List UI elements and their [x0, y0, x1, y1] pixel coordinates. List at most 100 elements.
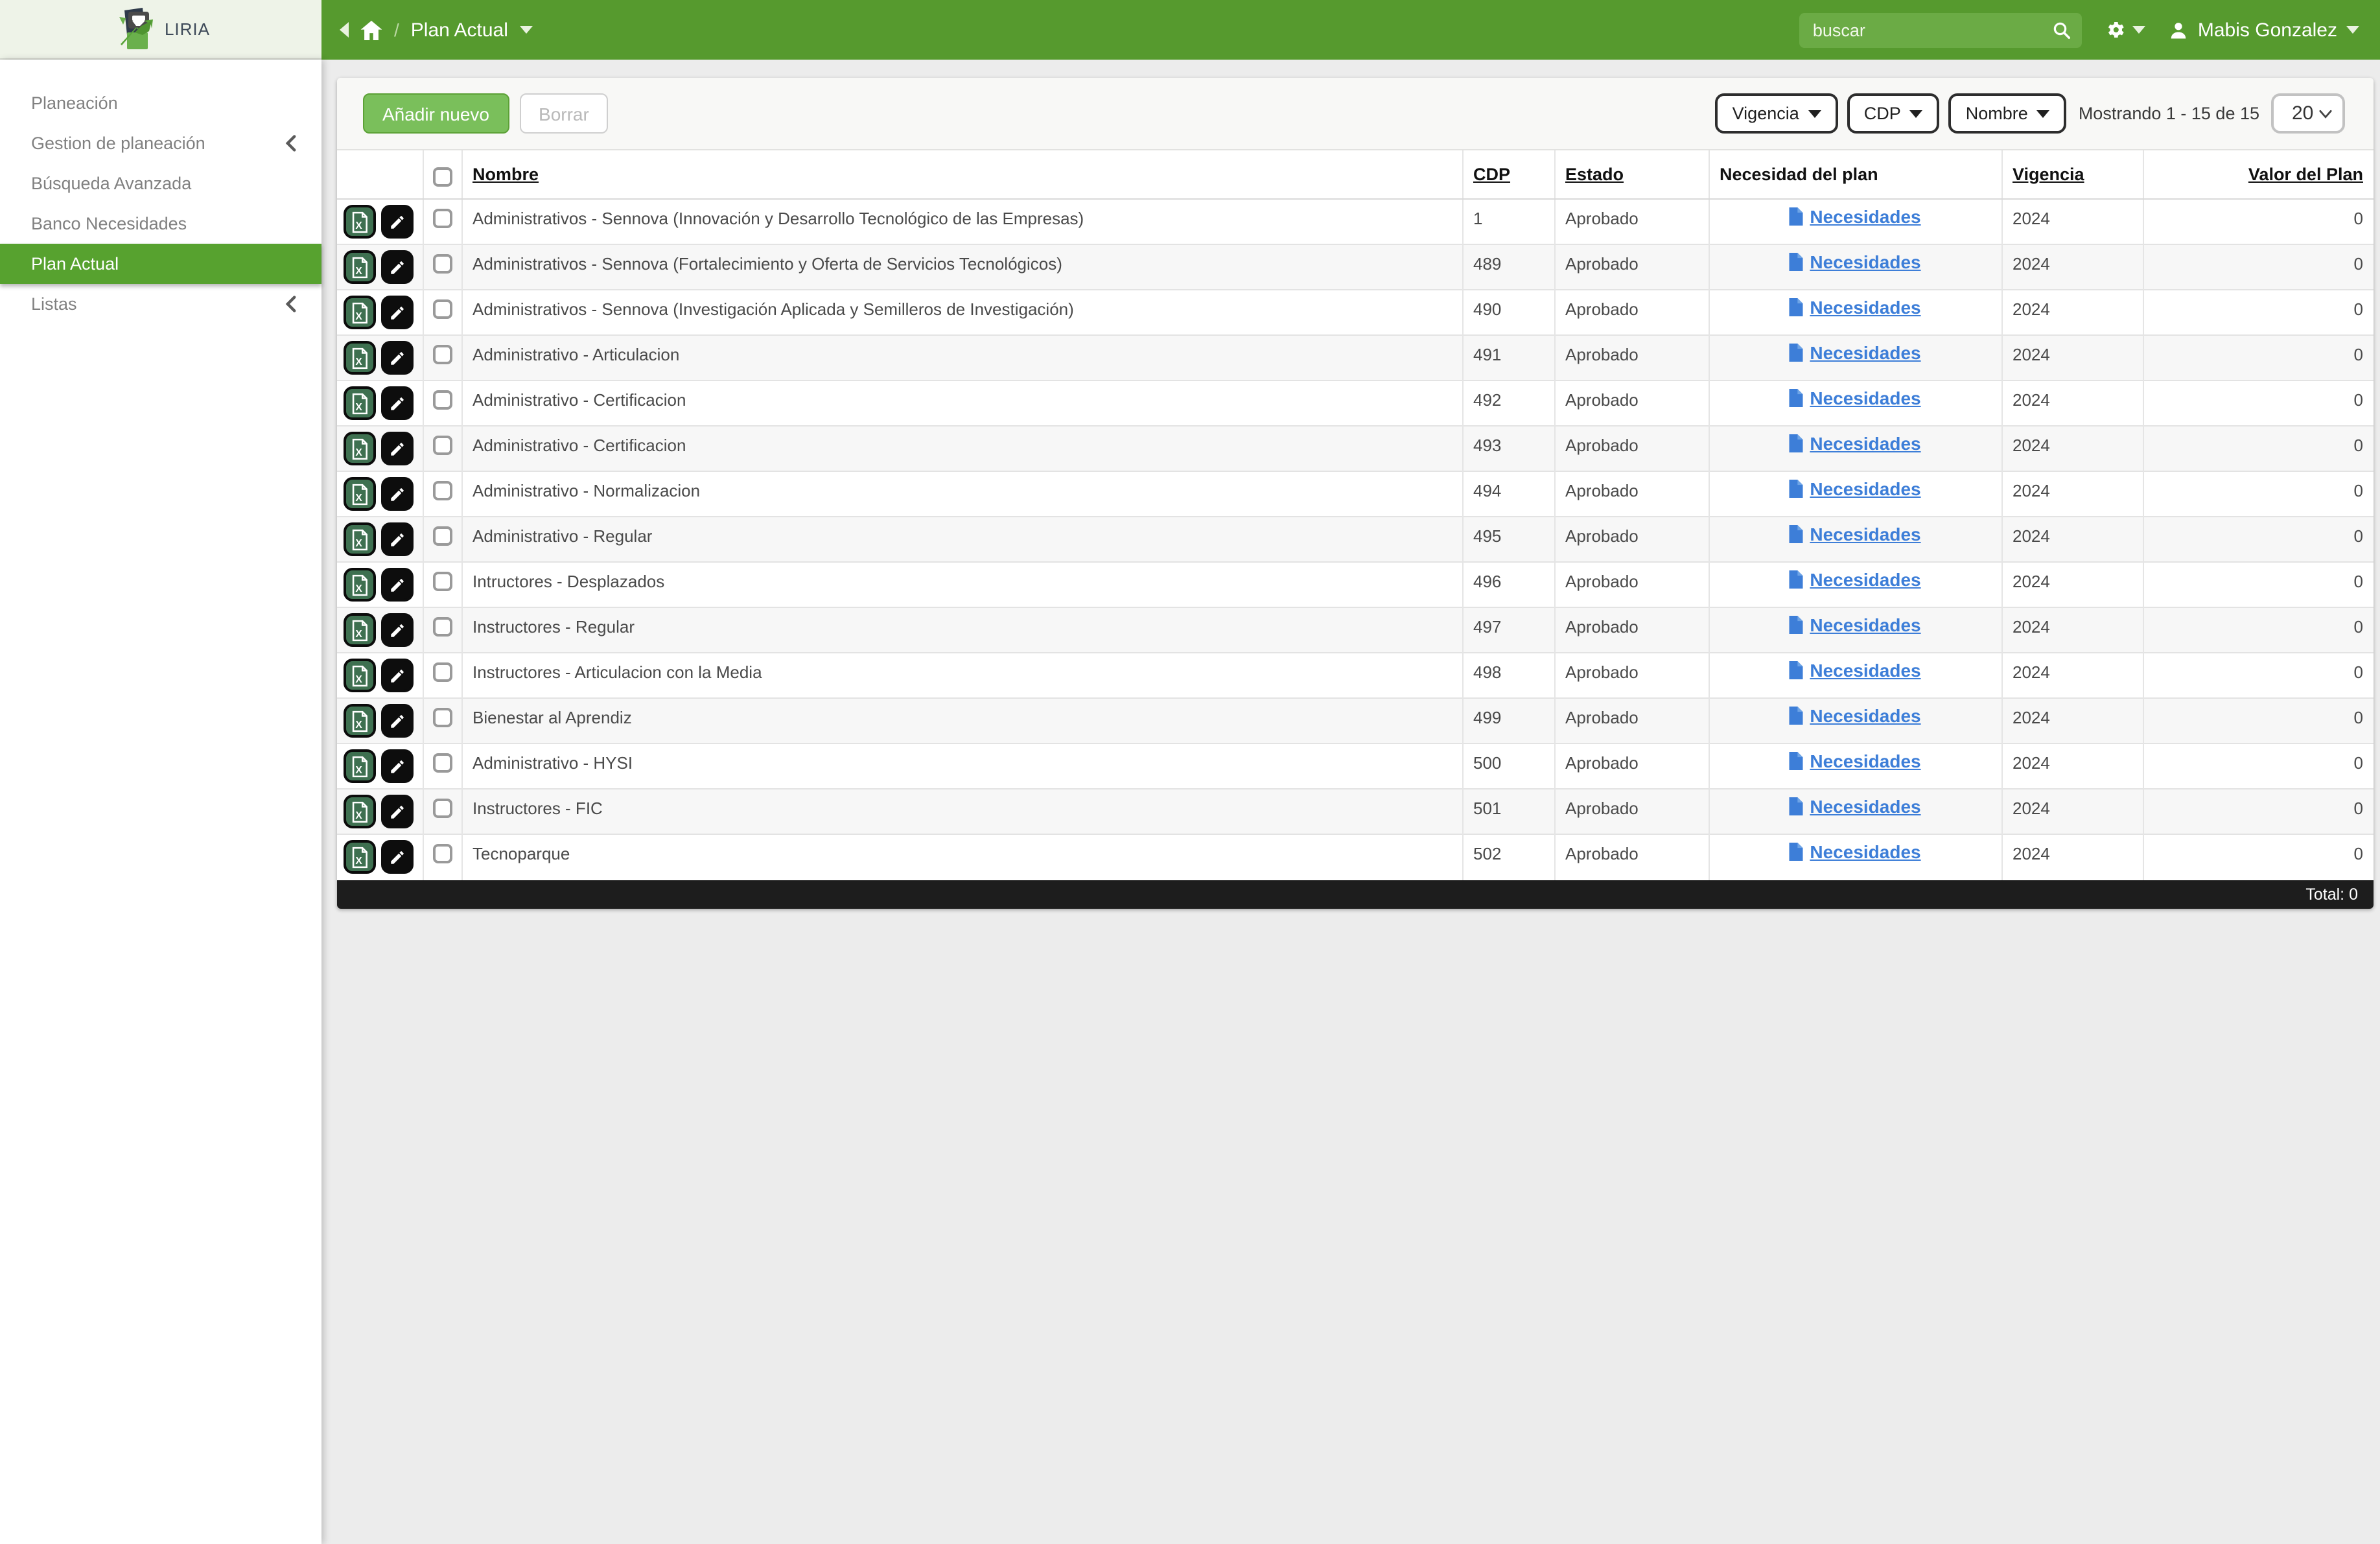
necesidades-link[interactable]: Necesidades: [1789, 705, 1921, 726]
row-checkbox[interactable]: [432, 526, 452, 546]
edit-button[interactable]: [381, 432, 414, 465]
sidebar-item-planeacion[interactable]: Planeación: [0, 83, 321, 123]
svg-text:X: X: [355, 719, 362, 730]
edit-button[interactable]: [381, 795, 414, 828]
home-icon[interactable]: [360, 20, 382, 40]
actions-cell: X: [337, 743, 423, 789]
row-checkbox[interactable]: [432, 708, 452, 727]
sidebar-item-plan-actual[interactable]: Plan Actual: [0, 244, 321, 284]
breadcrumb-current[interactable]: Plan Actual: [410, 19, 508, 41]
excel-export-button[interactable]: X: [344, 613, 376, 647]
edit-button[interactable]: [381, 749, 414, 783]
estado-cell: Aprobado: [1554, 697, 1709, 743]
name-cell: Instructores - Regular: [461, 607, 1463, 653]
table-row: X Instructores - Articulacion con la Med…: [337, 652, 2374, 698]
edit-button[interactable]: [381, 477, 414, 511]
edit-button[interactable]: [381, 205, 414, 239]
sort-estado[interactable]: Estado: [1565, 165, 1624, 184]
excel-export-button[interactable]: X: [344, 477, 376, 511]
edit-button[interactable]: [381, 704, 414, 738]
necesidades-link[interactable]: Necesidades: [1789, 796, 1921, 817]
sort-nombre[interactable]: Nombre: [472, 165, 539, 184]
document-icon: [1789, 616, 1803, 634]
sidebar-item-busqueda-avanzada[interactable]: Búsqueda Avanzada: [0, 163, 321, 204]
table-row: X Administrativos - Sennova (Innovación …: [337, 198, 2374, 244]
row-checkbox[interactable]: [432, 799, 452, 818]
filter-nombre-button[interactable]: Nombre: [1948, 93, 2067, 134]
row-checkbox[interactable]: [432, 209, 452, 228]
edit-button[interactable]: [381, 568, 414, 602]
excel-export-button[interactable]: X: [344, 522, 376, 556]
excel-export-button[interactable]: X: [344, 795, 376, 828]
sort-valor[interactable]: Valor del Plan: [2248, 165, 2363, 184]
excel-export-button[interactable]: X: [344, 432, 376, 465]
gear-icon[interactable]: [2106, 19, 2127, 40]
sidebar-item-banco-necesidades[interactable]: Banco Necesidades: [0, 204, 321, 244]
excel-export-button[interactable]: X: [344, 749, 376, 783]
necesidades-link[interactable]: Necesidades: [1789, 569, 1921, 590]
search-input[interactable]: [1799, 12, 2082, 47]
necesidades-link[interactable]: Necesidades: [1789, 660, 1921, 681]
excel-export-button[interactable]: X: [344, 704, 376, 738]
filter-vigencia-button[interactable]: Vigencia: [1715, 93, 1838, 134]
row-checkbox[interactable]: [432, 481, 452, 500]
row-checkbox[interactable]: [432, 345, 452, 364]
necesidades-link[interactable]: Necesidades: [1789, 478, 1921, 499]
user-menu[interactable]: Mabis Gonzalez: [2169, 19, 2359, 41]
row-checkbox[interactable]: [432, 436, 452, 455]
excel-file-icon: X: [352, 301, 368, 323]
sidebar-item-listas[interactable]: Listas: [0, 284, 321, 324]
edit-button[interactable]: [381, 522, 414, 556]
row-checkbox[interactable]: [432, 390, 452, 410]
row-checkbox[interactable]: [432, 254, 452, 274]
select-all-checkbox[interactable]: [432, 167, 452, 187]
sidebar-item-gestion-de-planeacion[interactable]: Gestion de planeación: [0, 123, 321, 163]
necesidades-link[interactable]: Necesidades: [1789, 751, 1921, 771]
breadcrumb-caret-icon[interactable]: [519, 26, 533, 34]
necesidades-link[interactable]: Necesidades: [1789, 388, 1921, 408]
necesidades-link[interactable]: Necesidades: [1789, 251, 1921, 272]
edit-button[interactable]: [381, 840, 414, 874]
header-necesidad: Necesidad del plan: [1709, 150, 2002, 200]
excel-file-icon: X: [352, 347, 368, 369]
edit-button[interactable]: [381, 659, 414, 692]
excel-export-button[interactable]: X: [344, 568, 376, 602]
page-size-select[interactable]: 20: [2271, 93, 2345, 134]
edit-button[interactable]: [381, 613, 414, 647]
necesidades-link[interactable]: Necesidades: [1789, 297, 1921, 318]
add-new-button[interactable]: Añadir nuevo: [363, 93, 509, 134]
row-checkbox[interactable]: [432, 662, 452, 682]
search-icon[interactable]: [2053, 20, 2072, 40]
filter-cdp-button[interactable]: CDP: [1847, 93, 1940, 134]
row-checkbox[interactable]: [432, 753, 452, 773]
excel-export-button[interactable]: X: [344, 840, 376, 874]
necesidades-link[interactable]: Necesidades: [1789, 841, 1921, 862]
edit-button[interactable]: [381, 250, 414, 284]
sort-vigencia[interactable]: Vigencia: [2012, 165, 2084, 184]
edit-button[interactable]: [381, 341, 414, 375]
sort-cdp[interactable]: CDP: [1473, 165, 1511, 184]
excel-export-button[interactable]: X: [344, 341, 376, 375]
checkbox-cell: [423, 652, 462, 698]
excel-export-button[interactable]: X: [344, 296, 376, 329]
excel-export-button[interactable]: X: [344, 386, 376, 420]
necesidades-link[interactable]: Necesidades: [1789, 524, 1921, 544]
caret-left-icon[interactable]: [340, 22, 349, 38]
excel-export-button[interactable]: X: [344, 205, 376, 239]
necesidades-link[interactable]: Necesidades: [1789, 206, 1921, 227]
row-checkbox[interactable]: [432, 299, 452, 319]
necesidades-link[interactable]: Necesidades: [1789, 433, 1921, 454]
row-checkbox[interactable]: [432, 617, 452, 637]
row-checkbox[interactable]: [432, 844, 452, 863]
necesidades-link[interactable]: Necesidades: [1789, 342, 1921, 363]
edit-button[interactable]: [381, 296, 414, 329]
row-checkbox[interactable]: [432, 572, 452, 591]
settings-menu[interactable]: [2106, 19, 2146, 40]
necesidades-link[interactable]: Necesidades: [1789, 614, 1921, 635]
toolbar-right: Vigencia CDP Nombre Mostrando 1 - 15 de …: [1707, 93, 2345, 134]
excel-export-button[interactable]: X: [344, 250, 376, 284]
delete-button[interactable]: Borrar: [519, 93, 609, 134]
excel-export-button[interactable]: X: [344, 659, 376, 692]
edit-button[interactable]: [381, 386, 414, 420]
total-label: Total: 0: [2305, 885, 2358, 903]
